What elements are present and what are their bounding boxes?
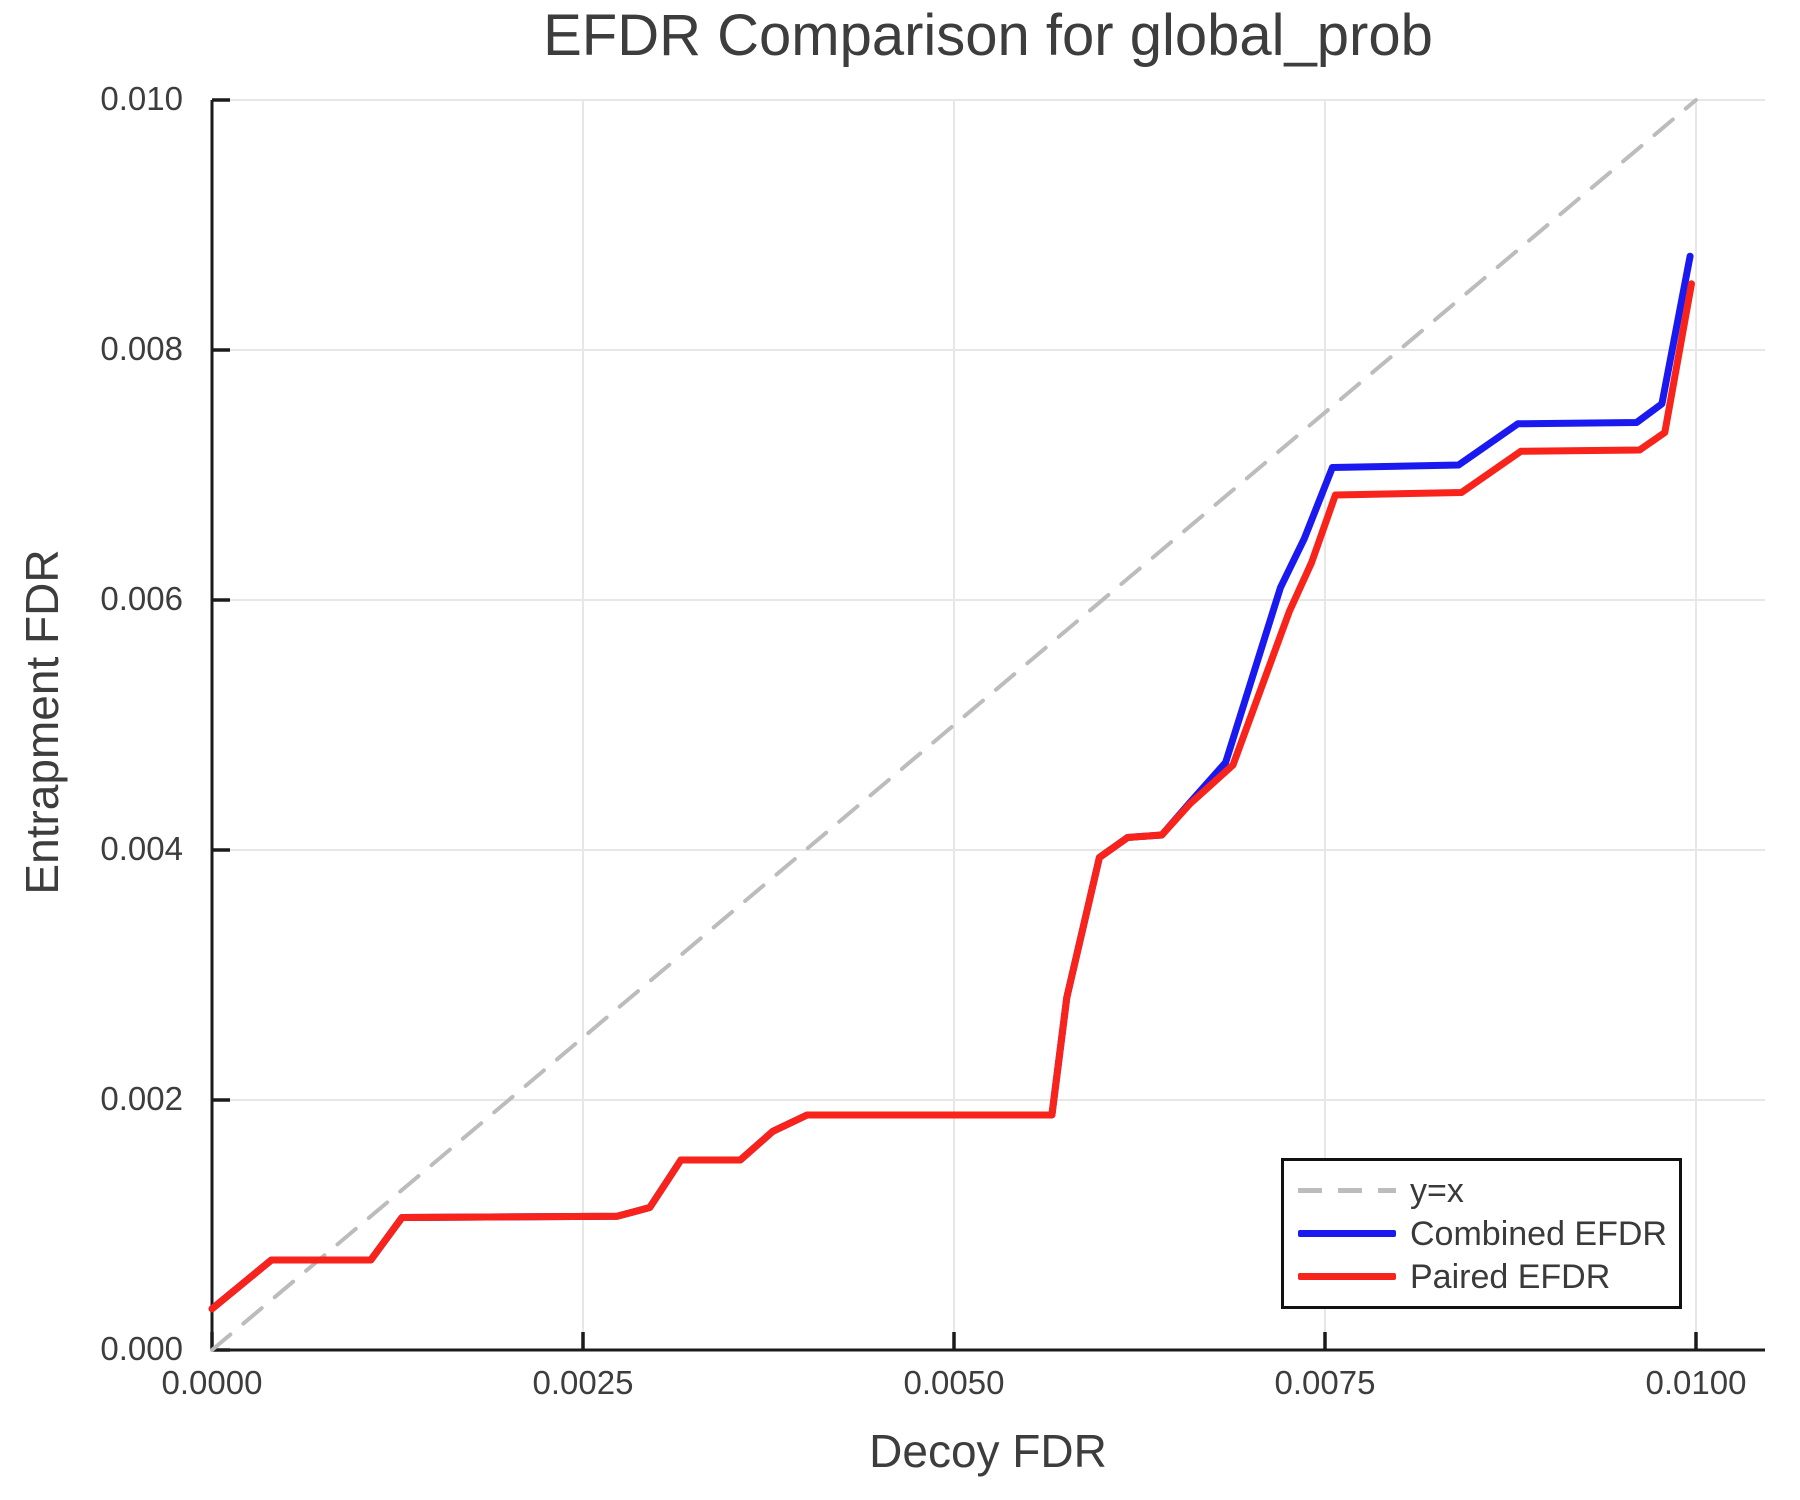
x-tick-label: 0.0100 [1645, 1364, 1747, 1401]
x-tick-label: 0.0075 [1274, 1364, 1376, 1401]
chart-title: EFDR Comparison for global_prob [543, 3, 1433, 68]
legend-label: Paired EFDR [1410, 1257, 1611, 1296]
x-tick-label: 0.0050 [903, 1364, 1005, 1401]
legend: y=x Combined EFDR Paired EFDR [1281, 1158, 1682, 1309]
legend-entry-y-x: y=x [1298, 1172, 1679, 1210]
legend-entry-combined-efdr: Combined EFDR [1298, 1215, 1679, 1253]
legend-line-sample [1298, 1230, 1396, 1237]
y-tick-label: 0.006 [100, 580, 183, 617]
y-tick-label: 0.008 [100, 330, 183, 367]
y-tick-label: 0.010 [100, 80, 183, 117]
y-tick-label: 0.000 [100, 1330, 183, 1367]
series-line-y-x [210, 98, 1698, 1352]
y-tick-label: 0.002 [100, 1080, 183, 1117]
y-tick-label: 0.004 [100, 830, 183, 867]
series-line-paired-efdr [208, 280, 1695, 1313]
legend-label: Combined EFDR [1410, 1214, 1667, 1253]
x-tick-label: 0.0025 [532, 1364, 634, 1401]
legend-line-sample [1298, 1188, 1396, 1193]
series-line-combined-efdr [208, 252, 1694, 1313]
legend-label: y=x [1410, 1171, 1464, 1210]
legend-entry-paired-efdr: Paired EFDR [1298, 1258, 1679, 1296]
x-axis-label: Decoy FDR [869, 1425, 1107, 1477]
x-tick-label: 0.0000 [161, 1364, 263, 1401]
legend-line-sample [1298, 1273, 1396, 1280]
